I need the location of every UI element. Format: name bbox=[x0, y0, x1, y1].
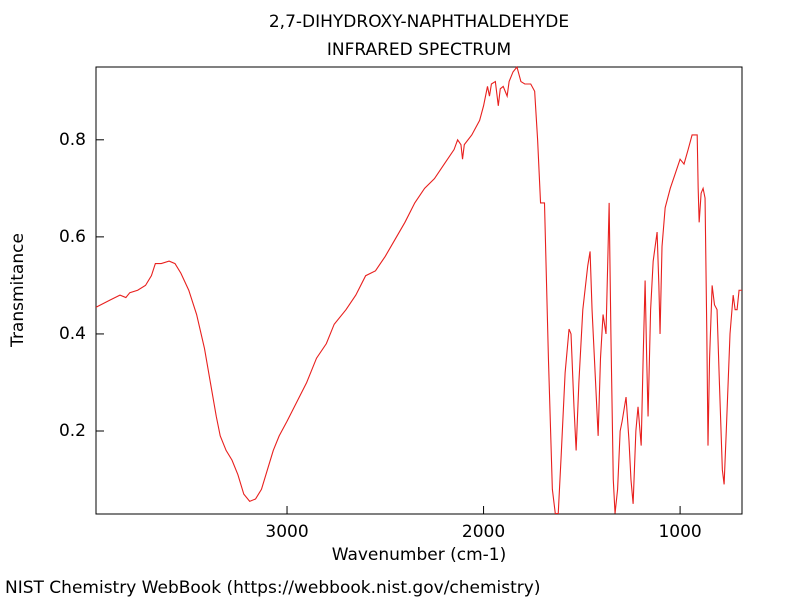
footer: NIST Chemistry WebBook (https://webbook.… bbox=[5, 578, 540, 598]
chart-subtitle: INFRARED SPECTRUM bbox=[327, 40, 511, 60]
y-tick-label: 0.6 bbox=[59, 227, 86, 247]
y-tick-label: 0.2 bbox=[59, 421, 86, 441]
x-tick-label: 3000 bbox=[265, 522, 308, 542]
chart-title: 2,7-DIHYDROXY-NAPHTHALDEHYDE bbox=[269, 12, 569, 32]
y-axis-label: Transmitance bbox=[8, 233, 28, 348]
y-tick-label: 0.8 bbox=[59, 130, 86, 150]
spectrum-line bbox=[95, 65, 742, 515]
x-axis-label: Wavenumber (cm-1) bbox=[332, 545, 507, 565]
y-tick-label: 0.4 bbox=[59, 324, 86, 344]
x-tick-label: 1000 bbox=[658, 522, 701, 542]
x-tick-label: 2000 bbox=[462, 522, 505, 542]
